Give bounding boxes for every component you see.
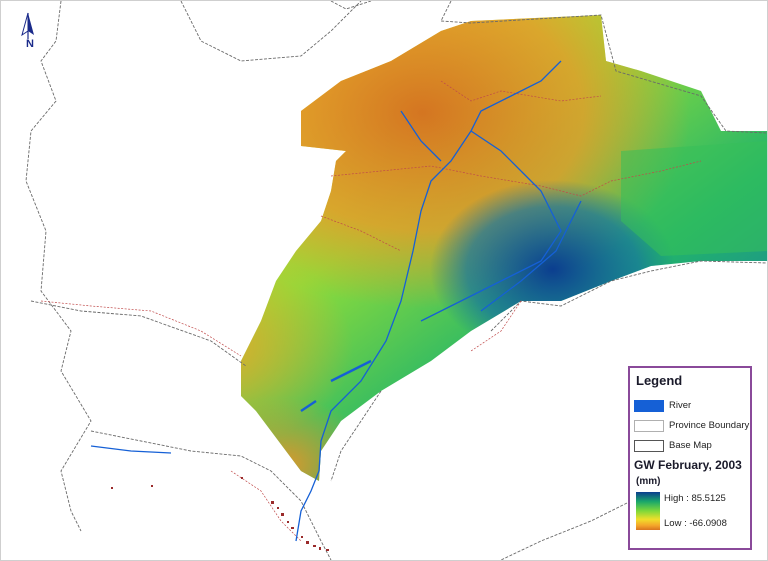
base-map-swatch bbox=[634, 440, 664, 452]
river-swatch bbox=[634, 400, 664, 412]
province-boundary-swatch bbox=[634, 420, 664, 432]
coastline-delta bbox=[111, 477, 329, 551]
map-legend: Legend River Province Boundary Base Map … bbox=[628, 366, 752, 550]
province-boundaries bbox=[40, 80, 702, 542]
groundwater-color-ramp bbox=[636, 492, 660, 530]
groundwater-high-label: High : 85.5125 bbox=[664, 493, 726, 504]
groundwater-unit: (mm) bbox=[636, 476, 661, 487]
legend-label-province-boundary: Province Boundary bbox=[669, 420, 750, 431]
legend-label-river: River bbox=[669, 400, 692, 411]
legend-label-base-map: Base Map bbox=[669, 440, 712, 451]
rivers bbox=[90, 60, 582, 542]
groundwater-low-label: Low : -66.0908 bbox=[664, 518, 727, 529]
north-arrow-icon bbox=[21, 12, 34, 39]
legend-title: Legend bbox=[636, 373, 683, 388]
north-label: N bbox=[26, 38, 34, 50]
groundwater-layer-title: GW February, 2003 bbox=[634, 458, 742, 472]
